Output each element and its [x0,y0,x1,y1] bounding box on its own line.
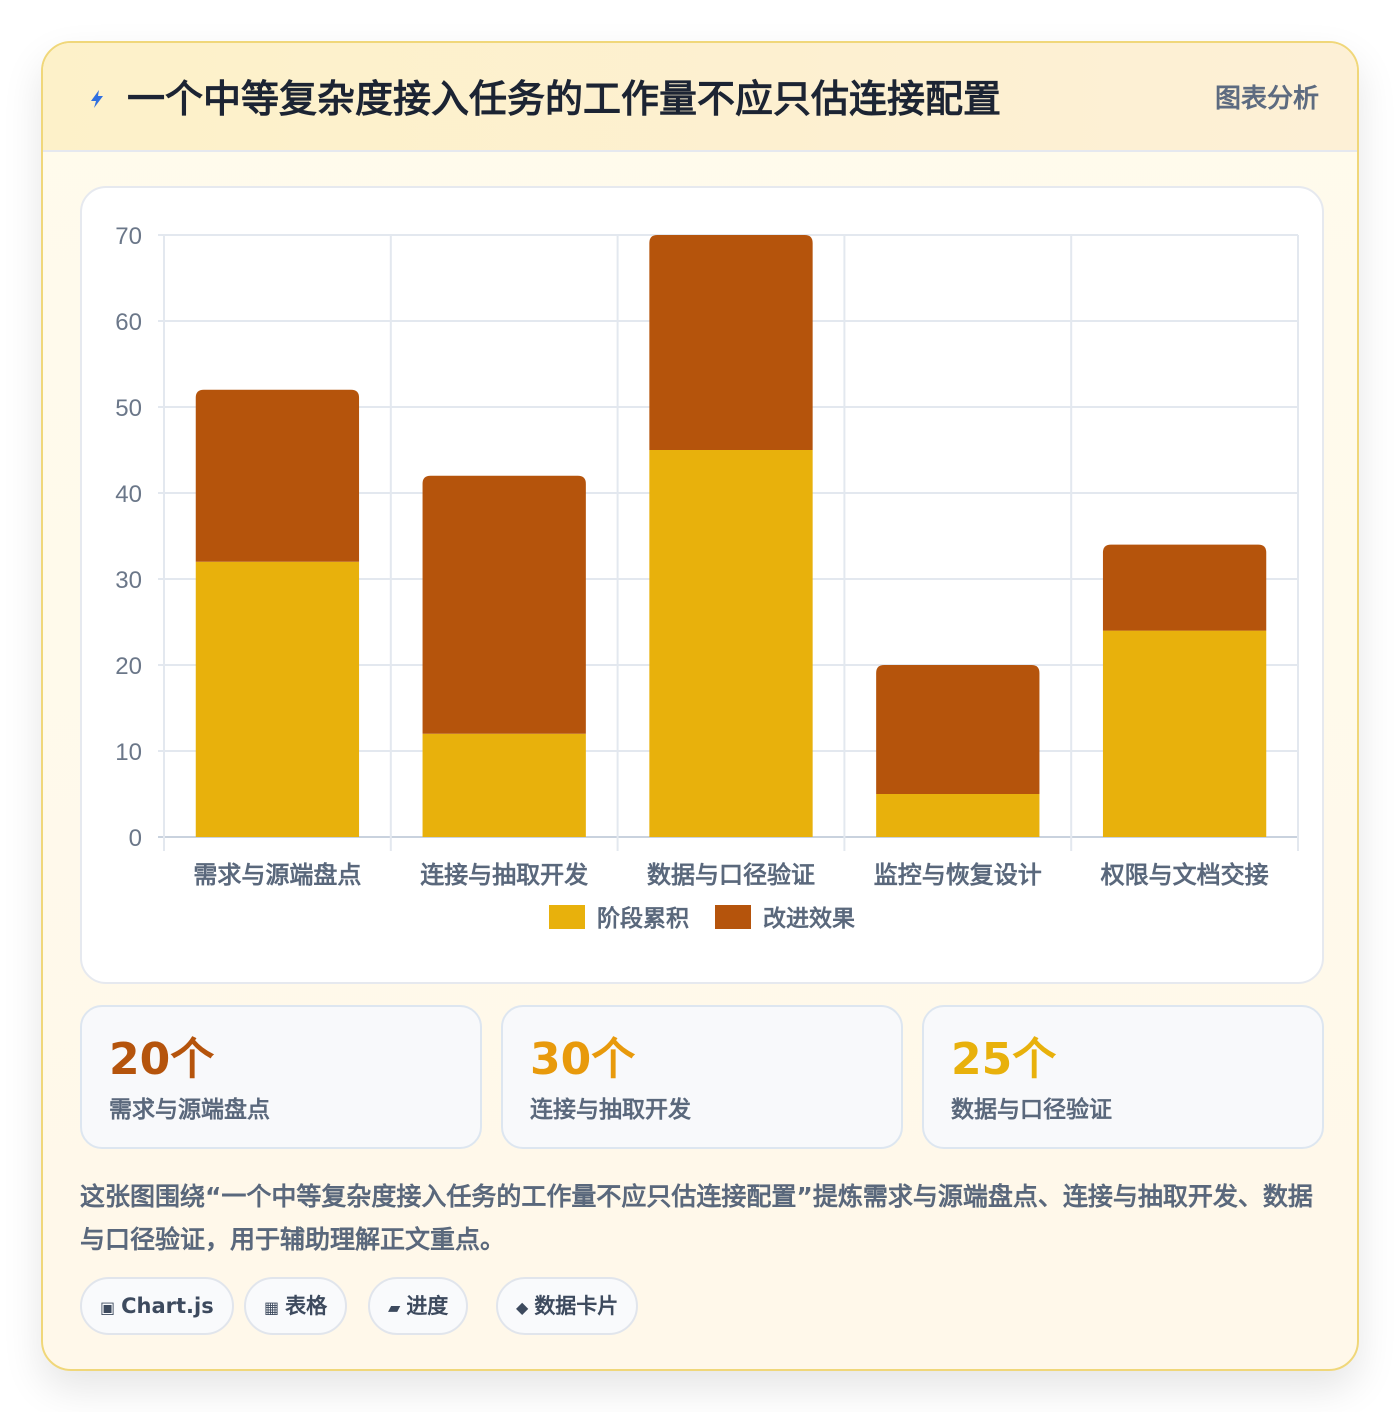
x-tick-label: 权限与文档交接 [1100,861,1269,889]
y-tick-label: 70 [115,223,142,250]
page-title: 一个中等复杂度接入任务的工作量不应只估连接配置 [127,77,1002,121]
y-tick-label: 60 [115,309,142,336]
y-tick-label: 10 [115,739,142,766]
x-tick-label: 监控与恢复设计 [874,861,1042,889]
legend-label: 改进效果 [763,905,855,932]
chart-card: 一个中等复杂度接入任务的工作量不应只估连接配置 图表分析 0 10 20 30 40 50… [41,41,1359,1371]
stacked-bar-chart: 0 10 20 30 40 50 60 70 需求与源端盘点 连接与抽取开发 数据与口径验证 监控与恢… [115,223,1299,932]
legend-swatch [715,905,751,929]
tag-progress[interactable]: ▰ 进度 [368,1277,469,1335]
bar-segment [649,450,813,837]
y-tick-label: 0 [129,825,142,852]
bar-segment [1102,544,1267,631]
tag-label: 表格 [285,1294,328,1318]
y-tick-label: 40 [115,481,142,508]
bar-segment [195,389,360,562]
stat-value: 20个 [109,1034,215,1085]
stat-label: 连接与抽取开发 [530,1097,691,1123]
bar-segment [195,561,360,837]
x-tick-label: 连接与抽取开发 [420,861,588,889]
tag-table[interactable]: ▦ 表格 [244,1277,348,1335]
tag-label: Chart.js [121,1294,214,1318]
bar-segment [876,794,1040,837]
summary-text: 这张图围绕“一个中等复杂度接入任务的工作量不应只估连接配置”提炼需求与源端盘点、… [80,1182,1313,1254]
legend-swatch [549,905,585,929]
chart-container: 0 10 20 30 40 50 60 70 需求与源端盘点 连接与抽取开发 数据与口径验证 监控与恢… [80,186,1324,984]
bar-segment [649,235,813,450]
card-header: 一个中等复杂度接入任务的工作量不应只估连接配置 图表分析 [43,43,1357,152]
stat-value: 30个 [530,1034,636,1085]
chart-icon: ▣ [100,1298,116,1317]
y-tick-label: 20 [115,653,142,680]
stat-card-2: 30个 连接与抽取开发 [501,1005,903,1149]
lightning-icon [85,87,109,111]
x-tick-label: 数据与口径验证 [647,861,815,889]
x-tick-label: 需求与源端盘点 [193,861,361,889]
category-badge: 图表分析 [1214,84,1319,114]
stat-label: 数据与口径验证 [951,1097,1112,1123]
stat-card-3: 25个 数据与口径验证 [922,1005,1324,1149]
tag-label: 进度 [406,1294,449,1318]
stat-label: 需求与源端盘点 [109,1097,270,1123]
tag-data-card[interactable]: ◆ 数据卡片 [496,1277,639,1335]
y-tick-label: 30 [115,567,142,594]
stat-value: 25个 [951,1034,1057,1085]
tag-label: 数据卡片 [534,1294,619,1318]
bar-segment [422,475,586,734]
tag-chartjs[interactable]: ▣ Chart.js [80,1277,234,1335]
bar-segment [1102,630,1267,837]
table-icon: ▦ [264,1298,280,1317]
diamond-icon: ◆ [516,1298,529,1317]
legend-label: 阶段累积 [597,905,689,932]
bar-segment [422,733,586,837]
stat-card-1: 20个 需求与源端盘点 [80,1005,482,1149]
progress-icon: ▰ [388,1298,401,1317]
y-tick-label: 50 [115,395,142,422]
bar-segment [876,665,1040,794]
